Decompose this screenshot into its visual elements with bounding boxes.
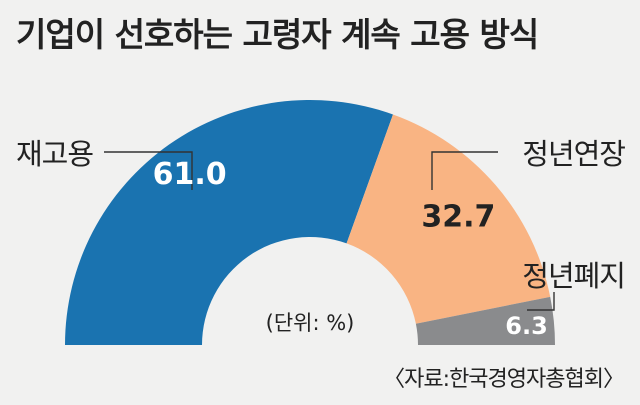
slice-1: [65, 99, 393, 346]
category-label-2: 정년연장: [522, 137, 625, 171]
slice-2: [346, 114, 551, 324]
category-label-1: 재고용: [16, 137, 93, 171]
chart-title: 기업이 선호하는 고령자 계속 고용 방식: [16, 15, 539, 54]
leader-line-2: [431, 151, 498, 190]
category-label-3: 정년폐지: [522, 259, 625, 293]
source-note: 〈자료:한국경영자총협회〉: [383, 367, 625, 392]
slices-group: [65, 99, 555, 346]
unit-note: (단위: %): [266, 311, 355, 335]
leader-lines-group: [104, 151, 555, 311]
labels-group: 61.0 재고용 32.7 정년연장 6.3 정년폐지: [16, 137, 626, 340]
value-label-3: 6.3: [505, 312, 548, 340]
slice-3: [415, 296, 555, 345]
value-label-1: 61.0: [153, 157, 227, 192]
leader-line-3: [527, 292, 555, 311]
value-label-2: 32.7: [421, 199, 495, 234]
leader-line-1: [104, 151, 193, 190]
